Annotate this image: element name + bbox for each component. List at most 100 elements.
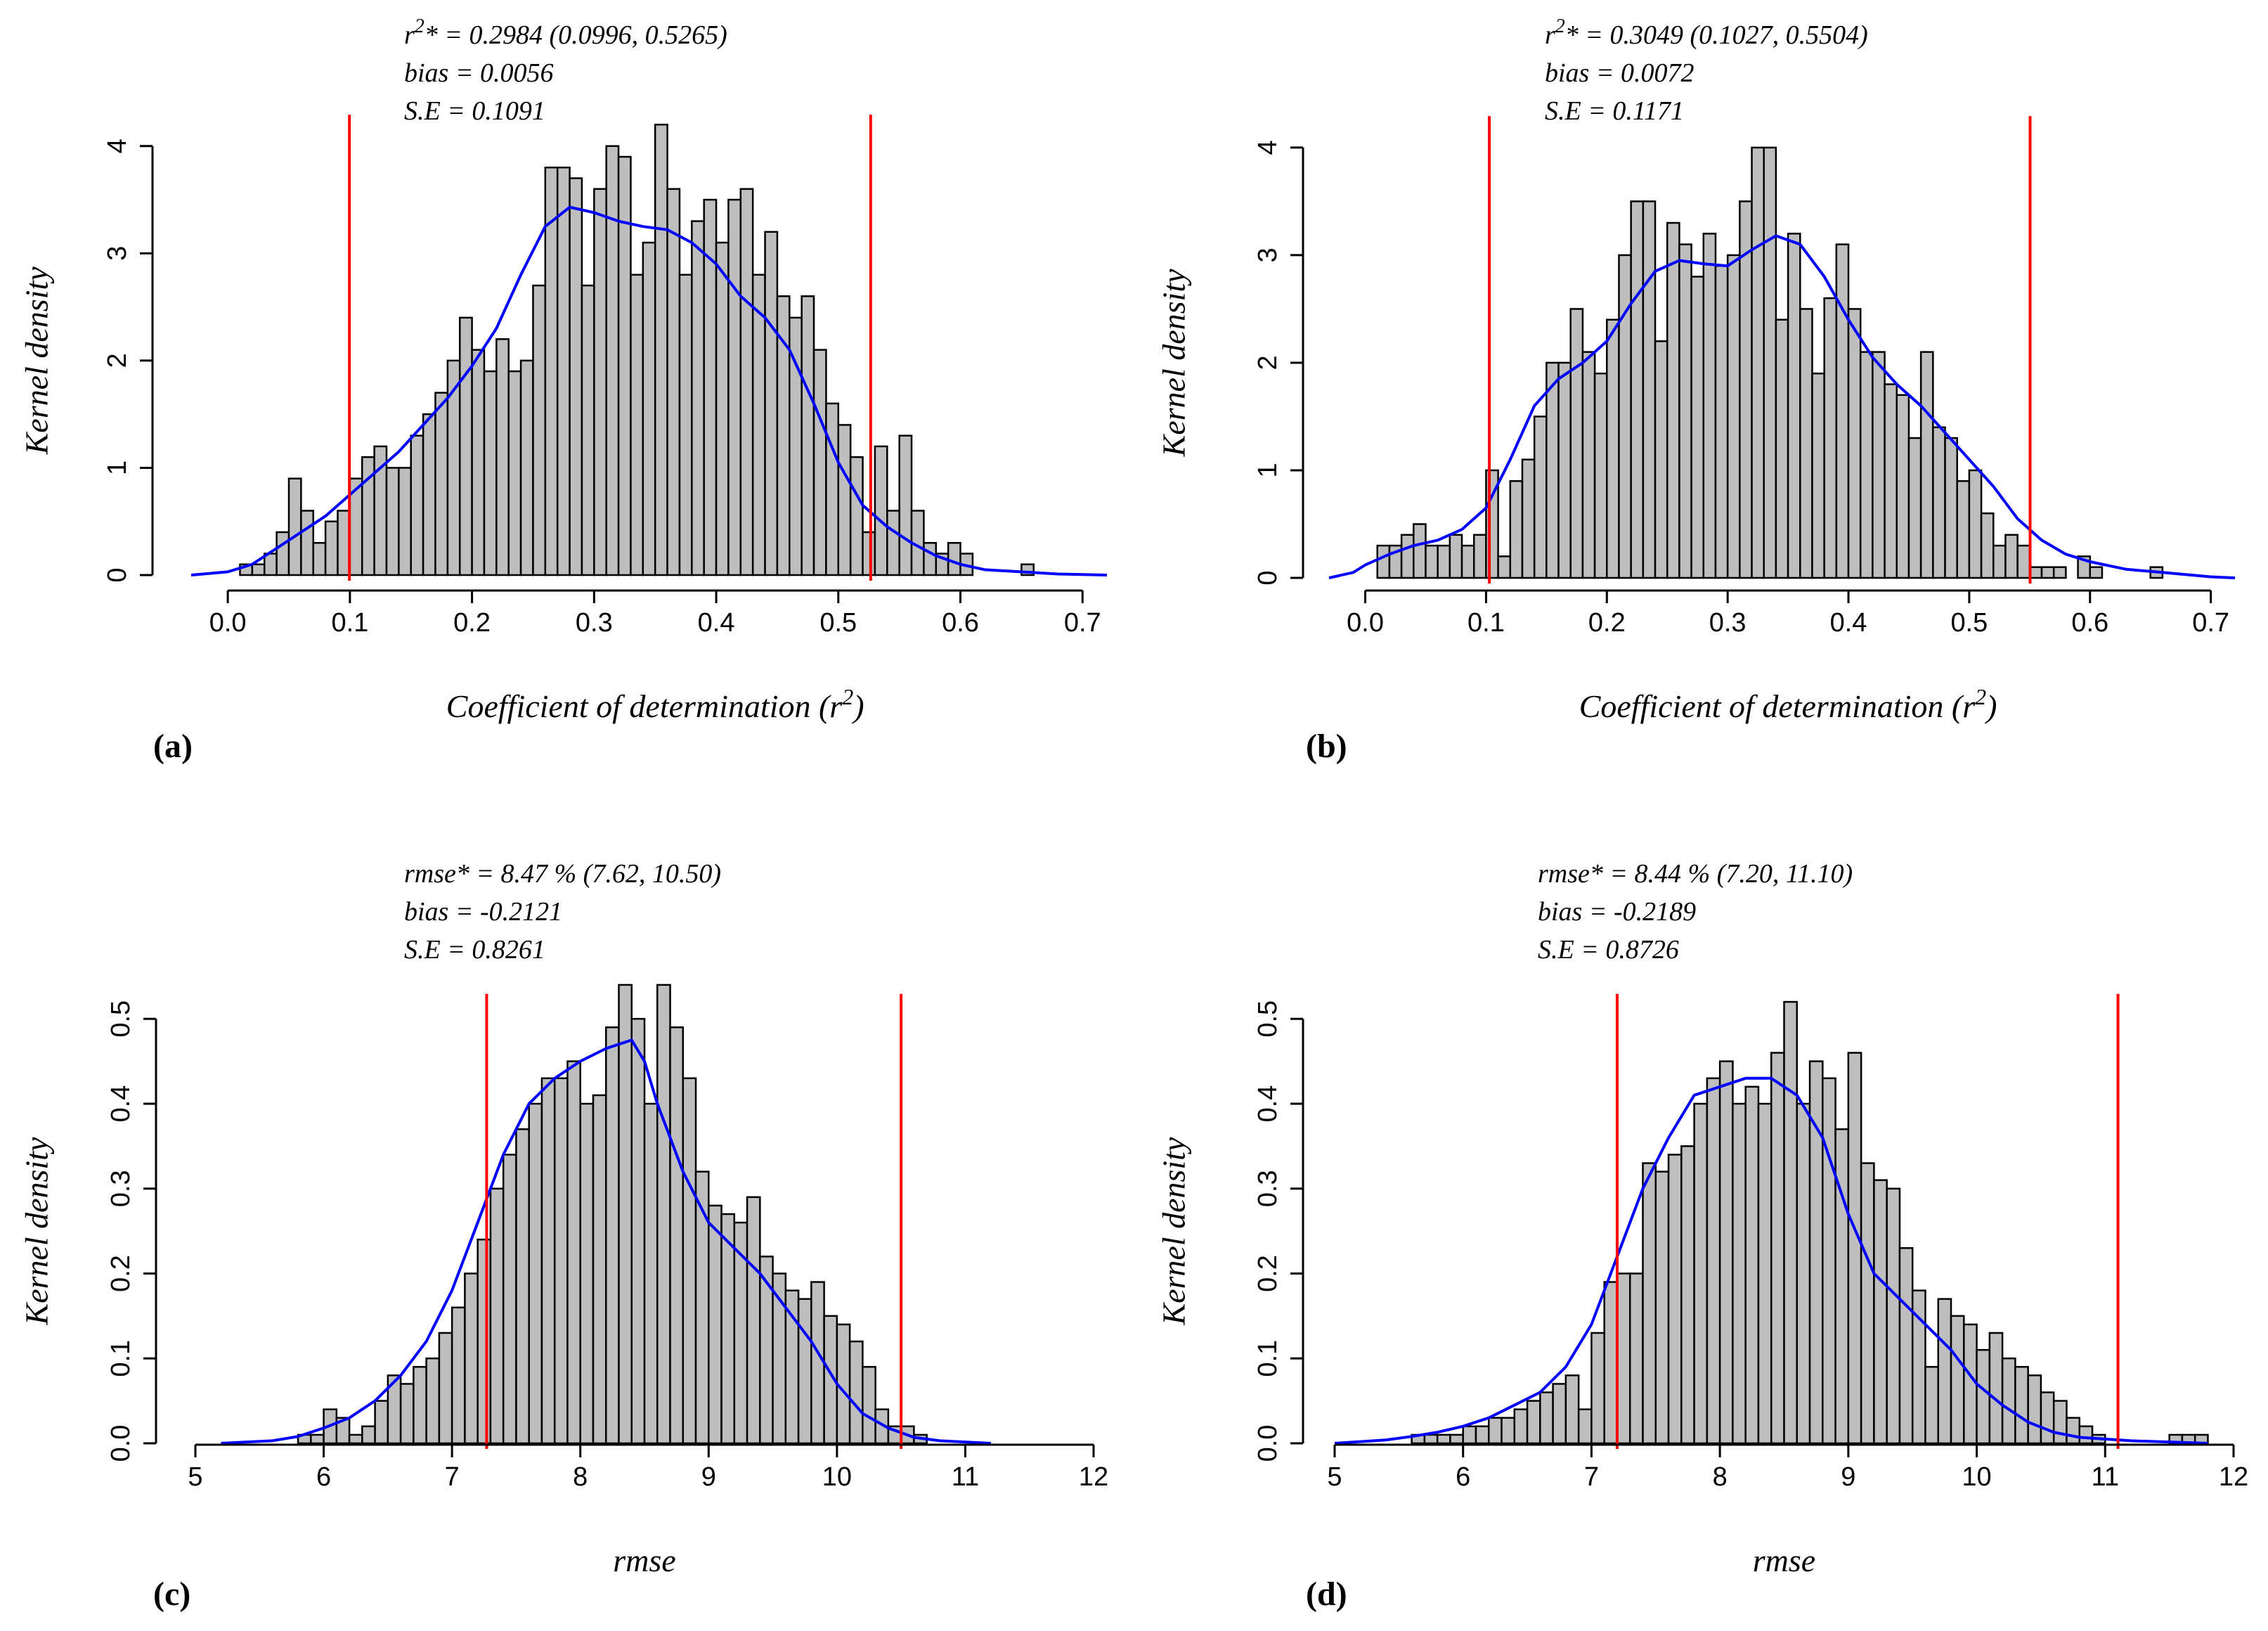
annotation-line1: r2* = 0.2984 (0.0996, 0.5265) — [404, 15, 727, 50]
histogram-bar — [923, 541, 938, 576]
panel-d: rmse* = 8.44 % (7.20, 11.10) bias = -0.2… — [1156, 859, 2249, 1613]
histogram-bar — [1835, 243, 1850, 579]
histogram-bar — [324, 520, 339, 576]
x-tick-label: 7 — [445, 1462, 460, 1492]
histogram-bar — [1628, 1272, 1644, 1445]
y-axis-title: Kernel density — [1156, 1137, 1192, 1326]
y-tick-label: 2 — [103, 353, 132, 368]
x-tick-label: 8 — [1713, 1462, 1728, 1492]
histogram-bar — [1834, 1128, 1850, 1445]
histogram-bar — [1884, 383, 1898, 579]
histogram-bar — [399, 1383, 415, 1445]
histogram-bar — [312, 541, 327, 576]
histogram-bar — [1678, 243, 1692, 579]
histogram-bar — [1460, 544, 1475, 579]
histogram-bar — [682, 1077, 697, 1445]
x-tick-label: 6 — [1456, 1462, 1470, 1492]
histogram-bar — [1654, 1171, 1670, 1445]
x-tick-label: 12 — [2219, 1462, 2248, 1492]
histogram-bar — [836, 1323, 851, 1445]
panel-label: (b) — [1306, 728, 1347, 765]
histogram-bar — [630, 1017, 646, 1445]
y-tick-label: 0.3 — [1253, 1170, 1283, 1207]
histogram-bar — [1763, 146, 1777, 579]
histogram-bar — [739, 188, 754, 576]
histogram-bar — [1811, 373, 1825, 579]
x-axis: 5 6 7 8 9 10 11 12 — [1327, 1443, 2248, 1492]
histogram-bar — [434, 392, 449, 576]
histogram-bar — [579, 1102, 595, 1445]
histogram-bar — [361, 1425, 376, 1445]
histogram-bar — [727, 198, 742, 576]
x-tick-label: 0.1 — [1467, 608, 1505, 638]
x-axis: 0.0 0.1 0.2 0.3 0.4 0.5 0.6 0.7 — [209, 589, 1101, 638]
y-axis-title: Kernel density — [1156, 269, 1192, 458]
histogram-bar — [1718, 1060, 1734, 1445]
x-tick-label: 0.7 — [1064, 608, 1101, 638]
histogram-bar — [581, 284, 595, 576]
annotation-se: S.E = 0.1171 — [1545, 96, 1684, 126]
histogram-bar — [1976, 1348, 1991, 1445]
histogram-bar — [691, 220, 705, 576]
histogram-bar — [1706, 1077, 1721, 1445]
panel-label: (a) — [153, 728, 193, 765]
histogram-bar — [1907, 437, 1922, 579]
annotation-bias: bias = 0.0056 — [404, 58, 554, 88]
histogram-bar — [2040, 566, 2055, 579]
histogram-bar — [566, 1060, 581, 1445]
histogram-bar — [471, 349, 486, 576]
histogram-bar — [1932, 426, 1946, 579]
histogram-bar — [2052, 566, 2067, 579]
histogram-bar — [451, 1306, 466, 1445]
histogram-bar — [1873, 1179, 1888, 1445]
histogram-bar — [593, 188, 607, 576]
histogram-bar — [2014, 1366, 2029, 1445]
histogram-bar — [1581, 351, 1596, 579]
histogram-bar — [678, 273, 693, 576]
y-axis: 0.0 0.1 0.2 0.3 0.4 0.5 — [106, 1000, 157, 1462]
y-tick-label: 0 — [1253, 570, 1283, 585]
histogram-bar — [1799, 308, 1813, 579]
histogram-bar — [759, 1256, 774, 1445]
histogram-bar — [348, 1433, 363, 1445]
x-axis-title: rmse — [1753, 1542, 1815, 1578]
histogram-bar — [495, 338, 510, 576]
histogram-bar — [410, 434, 425, 576]
y-tick-label: 3 — [1253, 247, 1283, 262]
histogram-bar — [1423, 1433, 1439, 1445]
y-axis-title: Kernel density — [19, 266, 55, 456]
histogram-bar — [797, 1298, 812, 1445]
x-tick-label: 0.7 — [2192, 608, 2229, 638]
histogram-bar — [1702, 233, 1717, 579]
x-tick-label: 10 — [822, 1462, 852, 1492]
panel-label: (d) — [1306, 1575, 1347, 1613]
histogram-bar — [764, 231, 779, 576]
histogram-bar — [1980, 512, 1995, 579]
histogram-bar — [617, 155, 632, 576]
kde-curve — [1328, 234, 2236, 579]
x-tick-label: 0.2 — [453, 608, 491, 638]
histogram-bars — [297, 984, 928, 1445]
histogram-bar — [862, 531, 876, 576]
histogram-bar — [837, 424, 852, 576]
histogram-bars — [1411, 1000, 2209, 1445]
histogram-bar — [708, 1204, 722, 1445]
histogram-bar — [2004, 534, 2018, 579]
histogram-bar — [1618, 254, 1632, 579]
histogram-bar — [898, 434, 913, 576]
histogram-bar — [810, 1281, 825, 1445]
histogram-bar — [862, 1366, 876, 1445]
y-tick-label: 0.2 — [106, 1255, 136, 1292]
histogram-bar — [715, 241, 730, 576]
histogram-bar — [2040, 1391, 2055, 1445]
histogram-bar — [1642, 200, 1657, 579]
y-tick-label: 0.5 — [106, 1000, 136, 1038]
x-tick-label: 11 — [2092, 1462, 2119, 1492]
histogram-bar — [1436, 1433, 1451, 1445]
histogram-bar — [2052, 1400, 2068, 1445]
histogram-bar — [1539, 1391, 1554, 1445]
y-tick-label: 4 — [103, 138, 132, 153]
x-tick-label: 0.0 — [1347, 608, 1384, 638]
annotation-bias: bias = -0.2121 — [404, 897, 562, 927]
